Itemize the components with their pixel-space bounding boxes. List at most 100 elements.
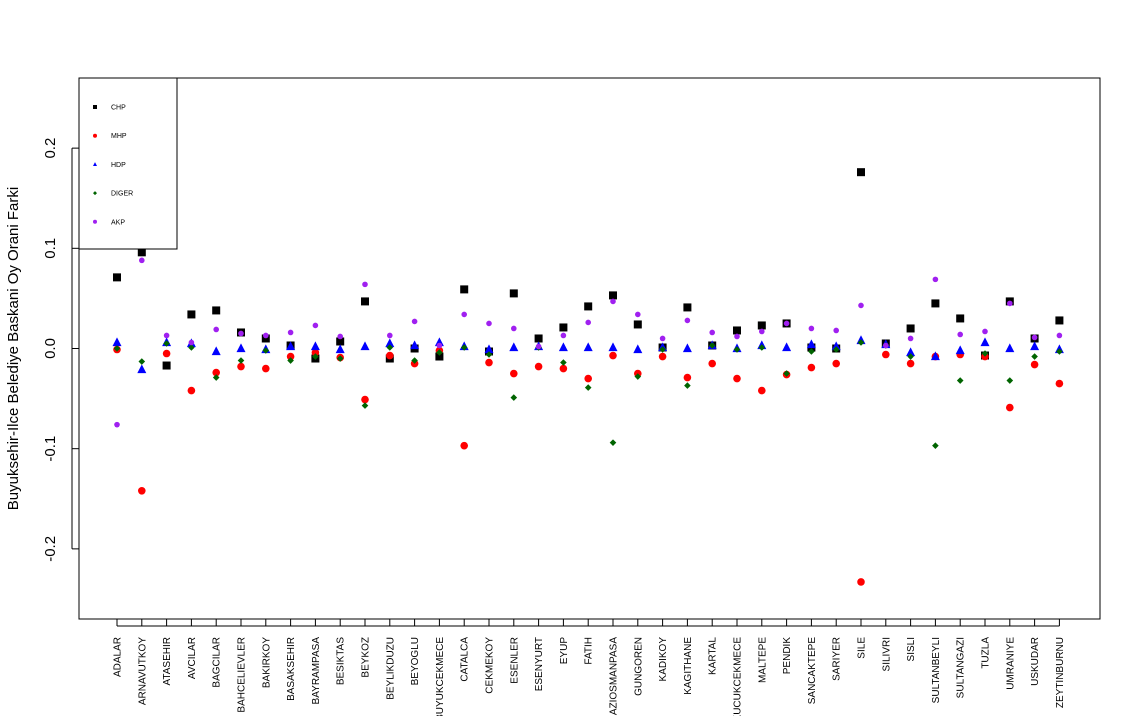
point-akp bbox=[1007, 300, 1013, 307]
point-akp bbox=[734, 333, 740, 340]
point-hdp bbox=[633, 344, 643, 354]
point-diger bbox=[436, 349, 443, 356]
point-akp bbox=[337, 333, 344, 340]
point-mhp bbox=[906, 359, 915, 368]
x-tick-label: CATALCA bbox=[460, 637, 471, 682]
point-hdp bbox=[360, 341, 370, 351]
point-mhp bbox=[286, 352, 295, 361]
point-diger bbox=[932, 442, 939, 449]
x-tick-label: BESIKTAS bbox=[336, 637, 347, 685]
point-diger bbox=[857, 339, 865, 346]
point-diger bbox=[460, 344, 468, 351]
point-diger bbox=[832, 346, 840, 353]
x-tick-label: SILIVRI bbox=[881, 637, 892, 671]
x-tick-label: UMRANIYE bbox=[1005, 637, 1016, 690]
point-mhp bbox=[1030, 360, 1039, 369]
x-tick-label: BASAKSEHIR bbox=[286, 637, 297, 701]
point-akp bbox=[560, 332, 567, 339]
point-diger bbox=[684, 382, 691, 389]
x-tick-label: FATIH bbox=[584, 637, 595, 665]
point-mhp bbox=[187, 386, 196, 395]
point-hdp bbox=[335, 344, 345, 354]
point-mhp bbox=[683, 373, 692, 382]
point-chp bbox=[931, 299, 940, 308]
x-tick-label: BEYKOZ bbox=[361, 637, 372, 678]
y-tick-label: 0.1 bbox=[42, 238, 59, 259]
x-tick-label: CEKMEKOY bbox=[485, 637, 496, 694]
legend-marker-mhp bbox=[93, 133, 97, 138]
point-hdp bbox=[682, 343, 692, 353]
x-tick-label: BAHCELIEVLER bbox=[237, 637, 248, 713]
point-akp bbox=[1031, 334, 1038, 341]
point-mhp bbox=[460, 441, 469, 450]
legend-label: AKP bbox=[111, 219, 125, 226]
point-akp bbox=[188, 339, 195, 346]
point-hdp bbox=[782, 342, 792, 352]
point-chp bbox=[906, 324, 915, 333]
point-hdp bbox=[385, 338, 395, 348]
x-tick-label: ESENYURT bbox=[534, 637, 545, 691]
point-diger bbox=[237, 357, 245, 364]
x-tick-label: TUZLA bbox=[981, 637, 992, 669]
x-tick-label: GUNGOREN bbox=[633, 637, 644, 696]
point-chp bbox=[956, 314, 965, 323]
point-hdp bbox=[930, 351, 940, 361]
point-akp bbox=[411, 318, 418, 325]
point-chp bbox=[435, 352, 444, 361]
point-mhp bbox=[237, 362, 245, 371]
point-diger bbox=[113, 345, 121, 352]
point-diger bbox=[584, 384, 592, 391]
point-diger bbox=[956, 377, 964, 384]
point-hdp bbox=[112, 337, 122, 347]
point-chp bbox=[212, 306, 221, 315]
point-akp bbox=[858, 302, 864, 309]
x-tick-label: KUCUKCEKMECE bbox=[733, 637, 744, 716]
x-tick-label: BAGCILAR bbox=[212, 637, 223, 688]
x-tick-label: PENDIK bbox=[782, 637, 793, 675]
point-chp bbox=[733, 326, 741, 335]
point-mhp bbox=[138, 486, 146, 495]
y-tick-label: -0.1 bbox=[42, 436, 59, 462]
point-akp bbox=[635, 311, 641, 318]
point-hdp bbox=[1005, 343, 1015, 353]
x-tick-label: BAKIRKOY bbox=[261, 637, 272, 688]
point-akp bbox=[139, 257, 145, 264]
point-mhp bbox=[386, 351, 394, 360]
point-mhp bbox=[510, 369, 518, 378]
legend-box bbox=[78, 77, 178, 250]
point-mhp bbox=[534, 362, 543, 371]
point-diger bbox=[560, 359, 567, 366]
legend-marker-chp bbox=[93, 105, 97, 109]
point-akp bbox=[461, 311, 468, 318]
x-tick-label: EYUP bbox=[559, 637, 570, 665]
point-chp bbox=[857, 168, 865, 177]
point-diger bbox=[808, 348, 815, 355]
point-chp bbox=[137, 248, 146, 257]
point-mhp bbox=[485, 358, 493, 367]
point-diger bbox=[188, 344, 195, 351]
point-diger bbox=[411, 357, 418, 364]
legend-label: MHP bbox=[111, 133, 127, 140]
point-akp bbox=[387, 332, 393, 339]
point-chp bbox=[633, 320, 642, 329]
point-mhp bbox=[857, 578, 865, 586]
series-diger bbox=[113, 339, 1063, 449]
point-mhp bbox=[559, 364, 568, 373]
point-diger bbox=[485, 351, 493, 358]
point-mhp bbox=[1006, 403, 1014, 412]
point-mhp bbox=[1055, 379, 1064, 388]
point-diger bbox=[287, 357, 294, 364]
point-chp bbox=[187, 310, 196, 319]
point-akp bbox=[535, 343, 542, 350]
x-tick-label: SULTANBEYLI bbox=[931, 637, 942, 703]
x-tick-label: MALTEPE bbox=[757, 637, 768, 683]
point-chp bbox=[460, 285, 469, 294]
series-akp bbox=[114, 257, 1063, 428]
legend-marker-hdp bbox=[93, 162, 97, 167]
point-diger bbox=[981, 350, 989, 357]
point-mhp bbox=[758, 386, 766, 395]
x-axis: ADALAR ARNAVUTKOY ATASEHIR AVCILAR BAGCILAR B… bbox=[113, 619, 1066, 716]
point-diger bbox=[336, 355, 344, 362]
point-diger bbox=[758, 344, 766, 351]
point-diger bbox=[212, 374, 220, 381]
